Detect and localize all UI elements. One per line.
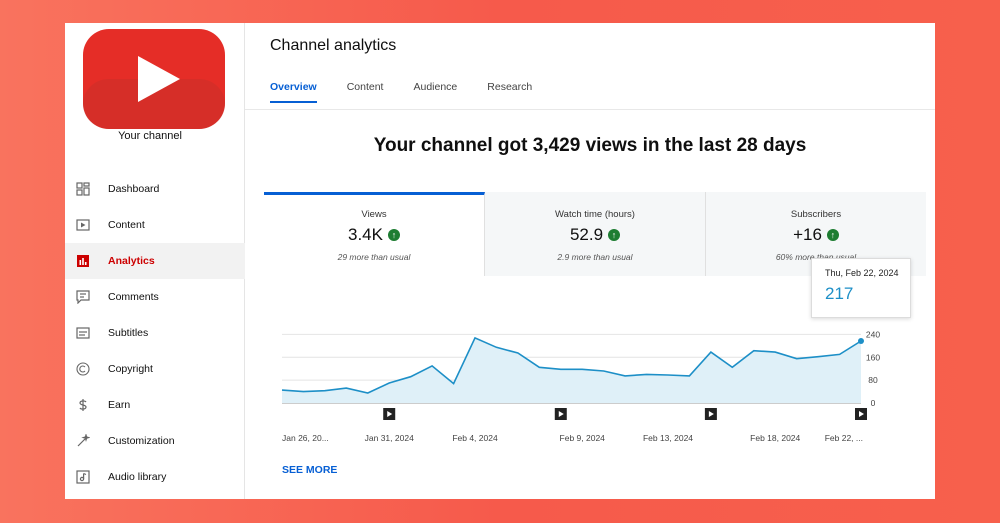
chart-line — [281, 336, 862, 394]
metric-cards: Views 3.4K ↑ 29 more than usual Watch ti… — [264, 192, 926, 276]
sidebar-item-label: Comments — [108, 291, 159, 303]
views-chart[interactable]: 0 80 160 240 Jan 26, 20... Jan 31, 2024 Feb 4,… — [260, 303, 880, 443]
subtitles-icon — [75, 325, 91, 341]
x-tick-label: Jan 26, 20... — [282, 433, 329, 443]
video-marker-icon[interactable] — [855, 408, 867, 420]
sidebar-item-label: Analytics — [108, 255, 155, 267]
metric-note: 60% more than usual — [775, 252, 857, 262]
y-tick-label: 160 — [866, 352, 880, 362]
sidebar-item-customization[interactable]: Customization — [65, 423, 245, 459]
chart-area — [282, 337, 861, 403]
see-more-link[interactable]: SEE MORE — [282, 464, 338, 476]
y-tick-label: 80 — [868, 375, 878, 385]
metric-note: 29 more than usual — [337, 252, 411, 262]
sidebar-item-copyright[interactable]: Copyright — [65, 351, 245, 387]
x-tick-label: Feb 4, 2024 — [452, 433, 498, 443]
video-marker-icon[interactable] — [383, 408, 396, 420]
audio-library-icon — [75, 469, 91, 485]
tab-overview[interactable]: Overview — [270, 81, 317, 103]
metric-label: Views — [361, 209, 387, 220]
video-marker-icon[interactable] — [554, 408, 567, 420]
sidebar-item-analytics[interactable]: Analytics — [65, 243, 245, 279]
sidebar-item-label: Audio library — [108, 471, 167, 483]
metric-value-row: +16 ↑ — [706, 225, 926, 245]
arrow-up-icon: ↑ — [608, 229, 621, 241]
earn-icon — [75, 397, 91, 413]
sidebar-item-label: Content — [108, 219, 145, 231]
metric-value-row: 3.4K ↑ — [264, 225, 484, 245]
metric-card-watch-time[interactable]: Watch time (hours) 52.9 ↑ 2.9 more than … — [485, 192, 706, 276]
page-title: Channel analytics — [270, 37, 397, 54]
metric-value: 3.4K — [348, 225, 383, 244]
x-tick-label: Feb 9, 2024 — [560, 433, 606, 443]
sidebar-item-subtitles[interactable]: Subtitles — [65, 315, 245, 351]
metric-card-views[interactable]: Views 3.4K ↑ 29 more than usual — [264, 192, 485, 276]
sidebar-item-earn[interactable]: Earn — [65, 387, 245, 423]
youtube-logo-icon[interactable] — [83, 29, 225, 129]
x-tick-label: Jan 31, 2024 — [365, 433, 414, 443]
metric-value-row: 52.9 ↑ — [485, 225, 705, 245]
arrow-up-icon: ↑ — [826, 229, 839, 241]
metric-label: Subscribers — [790, 209, 842, 220]
sidebar-item-content[interactable]: Content — [65, 207, 245, 243]
video-marker-icon[interactable] — [704, 408, 717, 420]
tooltip-date: Thu, Feb 22, 2024 — [825, 268, 899, 278]
chart-tooltip: Thu, Feb 22, 2024 217 — [811, 258, 911, 318]
x-tick-label: Feb 22, ... — [825, 433, 863, 443]
y-tick-label: 240 — [866, 329, 880, 339]
sidebar-item-label: Dashboard — [108, 183, 160, 195]
copyright-icon — [75, 361, 91, 377]
tab-audience[interactable]: Audience — [413, 81, 458, 93]
metric-value: +16 — [793, 225, 822, 244]
analytics-tabs: Overview Content Audience Research — [270, 81, 562, 103]
y-tick-label: 0 — [871, 398, 876, 408]
metric-label: Watch time (hours) — [555, 209, 635, 220]
metric-note: 2.9 more than usual — [557, 252, 633, 262]
analytics-icon — [75, 253, 91, 269]
tooltip-value: 217 — [825, 284, 854, 303]
sidebar-item-audio-library[interactable]: Audio library — [65, 459, 245, 495]
customization-icon — [75, 433, 91, 449]
content-icon — [75, 217, 91, 233]
tab-content[interactable]: Content — [346, 81, 384, 93]
views-headline: Your channel got 3,429 views in the last… — [373, 135, 807, 156]
sidebar-item-label: Subtitles — [108, 327, 149, 339]
your-channel-label[interactable]: Your channel — [118, 130, 182, 142]
sidebar-item-label: Customization — [108, 435, 175, 447]
sidebar-item-comments[interactable]: Comments — [65, 279, 245, 315]
x-tick-label: Feb 18, 2024 — [750, 433, 800, 443]
sidebar-nav: Dashboard Content — [65, 171, 245, 495]
sidebar: Your channel Dashboard Content — [65, 23, 245, 499]
studio-window: Your channel Dashboard Content — [65, 23, 935, 499]
dashboard-icon — [75, 181, 91, 197]
tabs-divider — [245, 109, 935, 110]
arrow-up-icon: ↑ — [387, 229, 400, 241]
x-tick-label: Feb 13, 2024 — [643, 433, 693, 443]
main-panel: Channel analytics Overview Content Audie… — [245, 23, 935, 499]
sidebar-item-label: Earn — [108, 399, 131, 411]
chart-point-highlight — [858, 338, 864, 344]
sidebar-item-label: Copyright — [108, 363, 153, 375]
comments-icon — [75, 289, 91, 305]
metric-value: 52.9 — [569, 225, 604, 244]
tab-research[interactable]: Research — [487, 81, 533, 93]
sidebar-item-dashboard[interactable]: Dashboard — [65, 171, 245, 207]
